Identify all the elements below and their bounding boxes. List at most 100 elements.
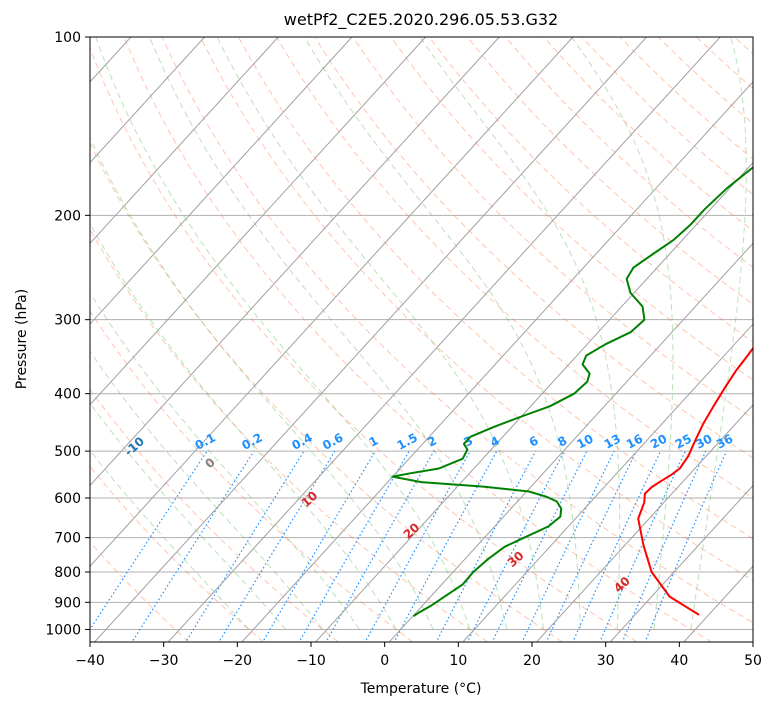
mixing-ratio-label: 0.6 — [320, 430, 345, 452]
mixing-ratio-label: 1.5 — [395, 430, 420, 452]
y-tick-label: 400 — [54, 387, 81, 403]
dry-adiabat-line — [543, 37, 753, 232]
moist-adiabat-line — [690, 37, 747, 630]
dry-adiabat-line — [123, 37, 712, 642]
mixing-ratio-line — [599, 450, 686, 642]
mixing-ratio-line — [393, 450, 498, 642]
y-axis: 100 200 300 400 500 600 700 800 900 1000 — [45, 30, 90, 638]
x-tick-label: 50 — [744, 653, 762, 669]
dry-adiabat-label: 20 — [401, 520, 423, 542]
dry-adiabat-line — [581, 37, 753, 196]
moist-adiabat-line — [303, 37, 581, 630]
dry-adiabat-label: -20 — [44, 411, 69, 436]
x-tick-label: 0 — [380, 653, 389, 669]
isotherm-line — [753, 37, 775, 647]
mixing-ratio-lines — [90, 450, 728, 642]
dry-adiabat-line — [90, 465, 264, 642]
x-tick-label: 30 — [597, 653, 615, 669]
isotherm-line — [90, 37, 205, 164]
y-tick-label: 800 — [54, 565, 81, 581]
mixing-ratio-label: 0.2 — [239, 430, 264, 452]
y-tick-label: 1000 — [45, 622, 81, 638]
moist-adiabat-line — [90, 449, 250, 630]
isotherm-line — [90, 37, 574, 568]
mixing-ratio-label: 13 — [602, 431, 623, 451]
mixing-ratio-label: 25 — [673, 431, 694, 451]
dry-adiabat-line — [390, 37, 753, 381]
dry-adiabat-line — [314, 37, 753, 459]
mixing-ratio-line — [185, 450, 305, 642]
dry-adiabat-line — [734, 37, 753, 55]
isotherm-line — [609, 484, 753, 642]
isotherm-line — [93, 37, 647, 642]
isotherm-line — [462, 323, 753, 642]
mixing-ratio-label: 20 — [648, 431, 669, 451]
isotherm-line — [90, 37, 353, 325]
chart-title: wetPf2_C2E5.2020.296.05.53.G32 — [284, 10, 558, 30]
profile-series — [391, 166, 753, 618]
x-axis-label: Temperature (°C) — [360, 681, 482, 697]
moist-adiabat-line — [419, 37, 621, 630]
mixing-ratio-label: 4 — [488, 433, 502, 449]
mixing-ratio-line — [298, 450, 410, 642]
mixing-ratio-line — [364, 450, 471, 642]
mixing-ratio-label: 16 — [624, 431, 645, 451]
x-tick-label: 10 — [449, 653, 467, 669]
dry-adiabat-label: 10 — [299, 489, 321, 511]
x-tick-label: 20 — [523, 653, 541, 669]
mixing-ratio-label: 36 — [714, 431, 735, 451]
mixing-ratio-line — [262, 450, 376, 642]
mixing-ratio-line — [131, 450, 255, 642]
dry-adiabat-line — [695, 37, 753, 90]
isotherm-line — [683, 565, 753, 642]
x-tick-label: −30 — [149, 653, 179, 669]
dry-adiabat-line — [161, 37, 753, 624]
moist-adiabat-line — [216, 37, 544, 630]
isotherm-line — [241, 81, 753, 642]
mixing-ratio-label: 1 — [367, 433, 381, 449]
mixing-ratio-line — [325, 450, 435, 642]
mixing-ratio-line — [218, 450, 336, 642]
dry-adiabat-line — [90, 46, 638, 642]
grid-layer — [90, 37, 753, 630]
y-tick-label: 100 — [54, 30, 81, 46]
dry-adiabat-line — [428, 37, 753, 343]
dry-adiabat-label: 30 — [505, 548, 527, 570]
isotherm-line — [90, 37, 426, 406]
moist-adiabat-line — [90, 291, 360, 630]
plot-frame — [89, 36, 754, 643]
x-tick-label: −20 — [223, 653, 253, 669]
y-tick-label: 300 — [54, 313, 81, 329]
dry-adiabat-line — [90, 541, 190, 642]
mixing-ratio-line — [491, 450, 588, 642]
mixing-ratio-line — [521, 450, 615, 642]
dry-adiabat-line — [657, 37, 753, 125]
y-axis-label: Pressure (hPa) — [14, 289, 30, 389]
moist-adiabat-line — [90, 136, 434, 630]
dry-adiabat-line — [199, 37, 753, 581]
isotherm-line — [167, 37, 721, 642]
mixing-ratio-label: 2 — [425, 433, 439, 449]
dry-adiabat-line — [237, 37, 753, 540]
mixing-ratio-label: 0.1 — [193, 430, 218, 452]
dry-adiabat-line — [90, 228, 488, 642]
dry-adiabat-line — [276, 37, 753, 499]
mixing-ratio-label: 30 — [693, 431, 714, 451]
moist-adiabat-line — [90, 222, 397, 630]
isotherm-line — [90, 37, 500, 487]
dry-adiabat-line — [90, 310, 414, 642]
y-tick-label: 900 — [54, 595, 81, 611]
isotherm-line — [388, 242, 753, 642]
dry-adiabat-line — [90, 388, 339, 642]
moist-adiabat-line — [95, 37, 471, 630]
moist-adiabat-line — [149, 37, 508, 630]
dewpoint-profile-line — [391, 166, 753, 618]
dry-adiabat-label: 40 — [611, 574, 633, 596]
y-tick-label: 200 — [54, 208, 81, 224]
x-axis: −40 −30 −20 −10 0 10 20 30 40 50 — [75, 642, 762, 669]
dry-adiabats — [90, 37, 753, 642]
y-tick-label: 600 — [54, 491, 81, 507]
dry-adiabat-line — [619, 37, 753, 160]
x-tick-label: −40 — [75, 653, 105, 669]
moist-adiabat-line — [571, 37, 674, 630]
